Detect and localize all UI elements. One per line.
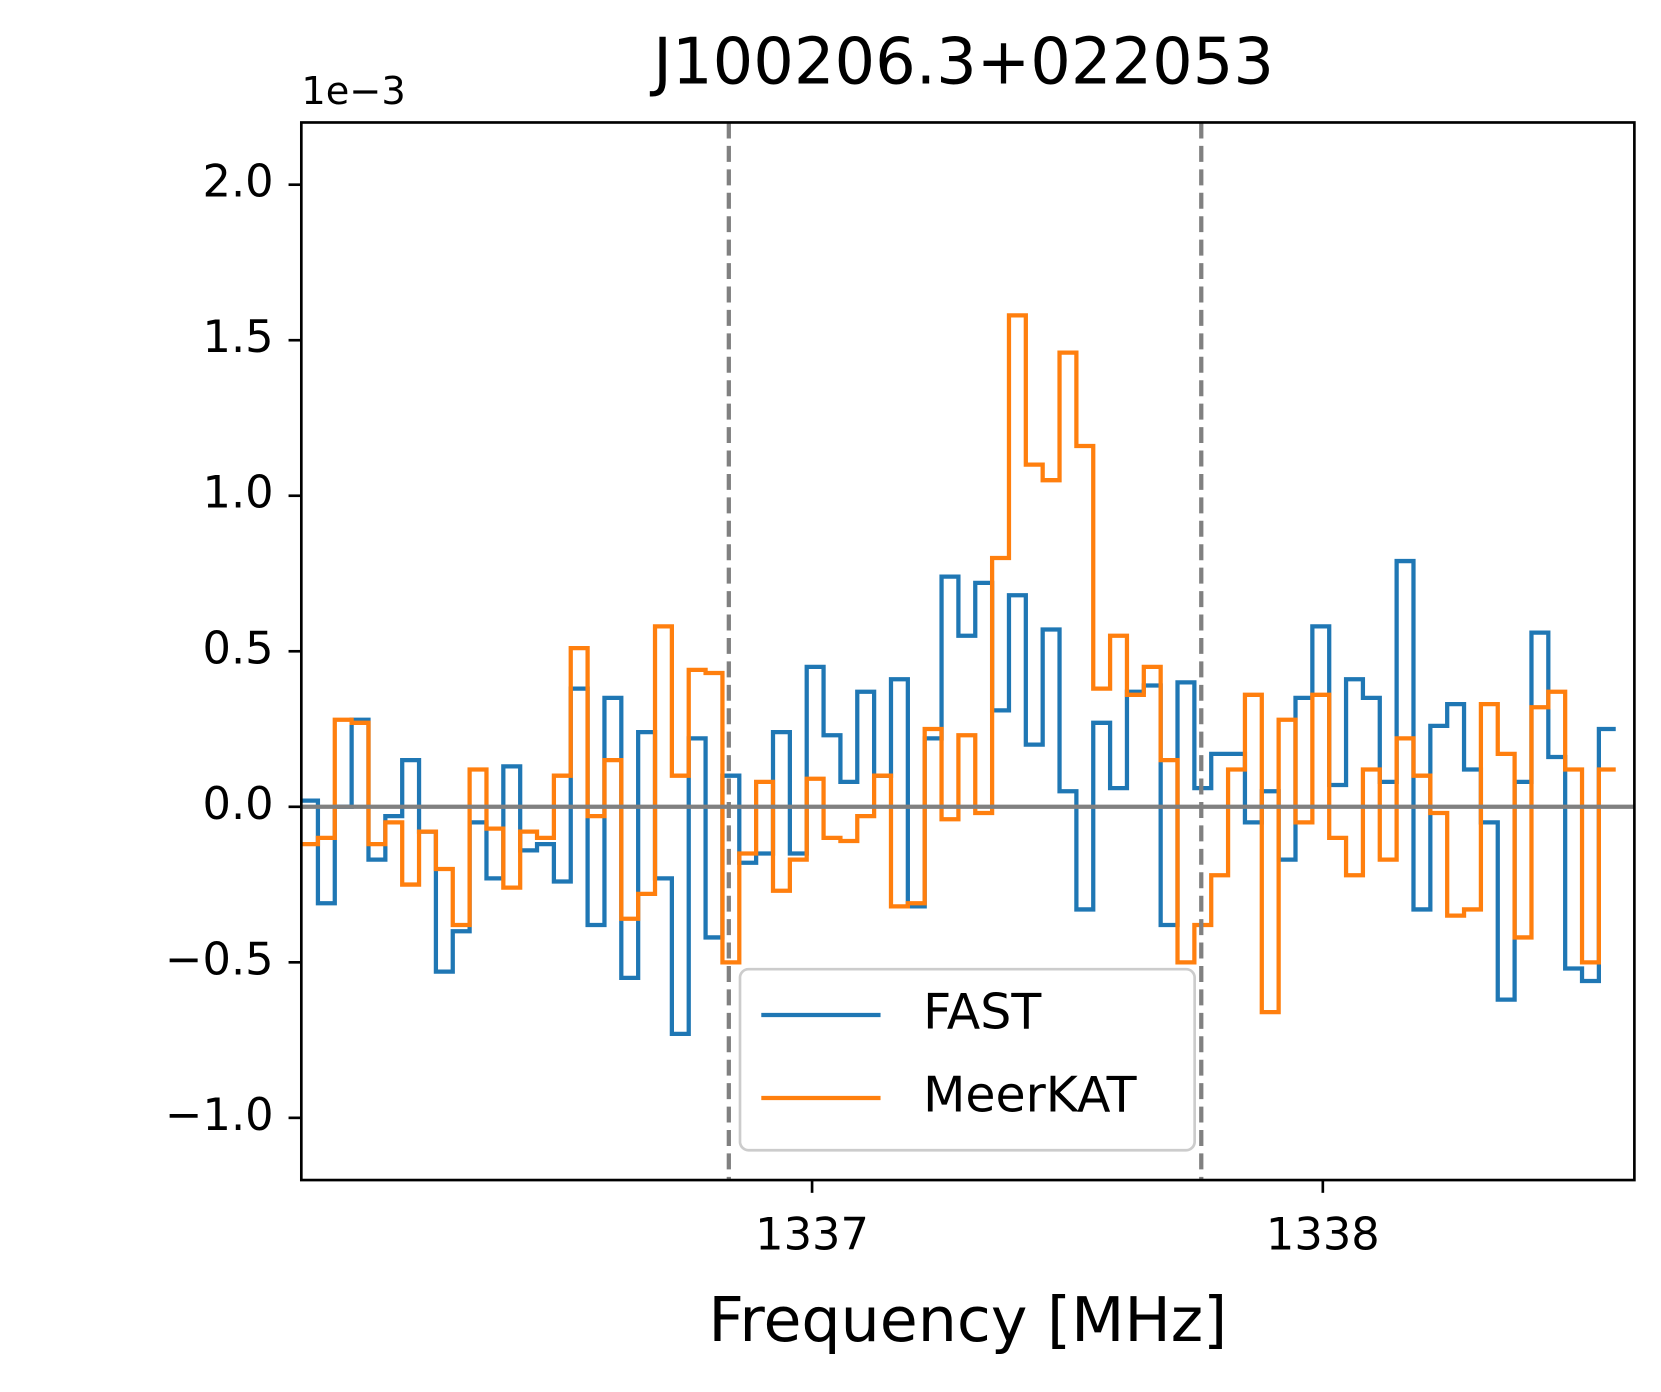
- y-tick-label: 1.0: [203, 466, 274, 519]
- chart-title: J100206.3+022053: [649, 26, 1274, 100]
- legend-label: MeerKAT: [923, 1067, 1138, 1124]
- y-tick-label: 0.0: [203, 777, 274, 830]
- plot-area: [301, 313, 1616, 1036]
- y-tick-label: −0.5: [165, 932, 274, 985]
- y-tick-label: −1.0: [165, 1088, 274, 1141]
- y-tick-label: 2.0: [203, 155, 274, 208]
- legend-label: FAST: [923, 983, 1042, 1040]
- plot-frame: [299, 121, 1636, 1182]
- y-tick-label: 0.5: [203, 621, 274, 674]
- x-axis-label: Frequency [MHz]: [708, 1284, 1227, 1356]
- step-line: [301, 558, 1616, 1036]
- x-tick-label: 1337: [755, 1208, 869, 1261]
- x-tick-label: 1338: [1266, 1208, 1380, 1261]
- y-tick-label: 1.5: [203, 310, 274, 363]
- step-line: [301, 313, 1616, 1015]
- offset-text: 1e−3: [301, 69, 405, 114]
